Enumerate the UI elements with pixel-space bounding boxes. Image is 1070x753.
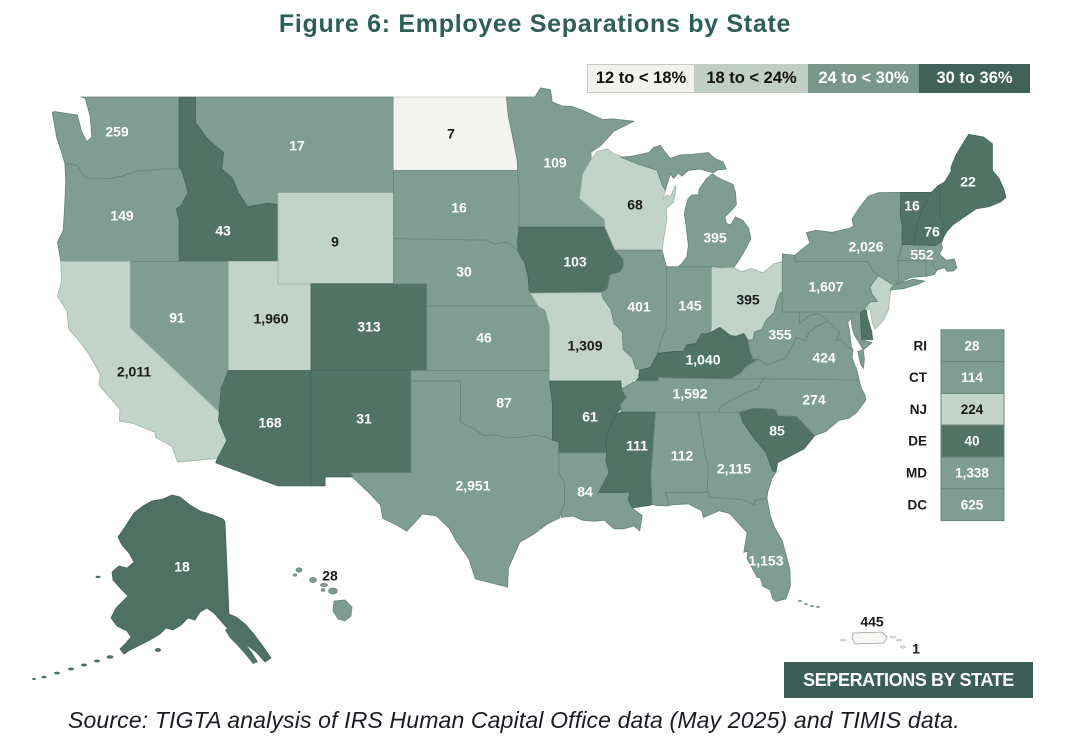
svg-text:112: 112 <box>671 448 694 464</box>
svg-text:76: 76 <box>924 224 940 240</box>
svg-text:395: 395 <box>736 292 760 308</box>
svg-text:9: 9 <box>331 234 339 250</box>
svg-text:1,153: 1,153 <box>748 553 783 569</box>
svg-text:2,115: 2,115 <box>717 461 751 477</box>
svg-text:1,607: 1,607 <box>808 279 843 295</box>
svg-text:114: 114 <box>961 370 983 385</box>
svg-text:46: 46 <box>476 330 492 346</box>
svg-text:145: 145 <box>678 298 702 314</box>
svg-text:424: 424 <box>812 350 836 366</box>
svg-text:85: 85 <box>769 423 785 439</box>
svg-text:16: 16 <box>904 198 920 214</box>
svg-text:401: 401 <box>627 299 651 315</box>
svg-text:1,309: 1,309 <box>567 338 602 354</box>
svg-text:1: 1 <box>912 641 920 657</box>
svg-text:355: 355 <box>768 327 792 343</box>
svg-text:43: 43 <box>215 223 231 239</box>
svg-text:109: 109 <box>543 155 567 171</box>
svg-text:445: 445 <box>860 614 884 630</box>
svg-text:MD: MD <box>906 466 927 481</box>
svg-text:40: 40 <box>964 434 979 449</box>
svg-text:552: 552 <box>910 247 934 263</box>
svg-text:28: 28 <box>964 338 980 353</box>
svg-text:103: 103 <box>563 254 587 270</box>
svg-text:2,026: 2,026 <box>848 239 883 255</box>
svg-text:91: 91 <box>169 310 185 326</box>
svg-text:7: 7 <box>447 126 455 142</box>
svg-text:31: 31 <box>356 411 372 427</box>
svg-text:2,951: 2,951 <box>455 478 490 494</box>
svg-text:149: 149 <box>110 208 134 224</box>
svg-text:1,040: 1,040 <box>685 352 720 368</box>
svg-text:168: 168 <box>258 415 282 431</box>
svg-text:NJ: NJ <box>910 402 927 417</box>
svg-text:224: 224 <box>961 402 984 417</box>
svg-text:87: 87 <box>496 395 512 411</box>
svg-text:259: 259 <box>105 124 129 140</box>
svg-text:84: 84 <box>577 484 593 500</box>
svg-text:22: 22 <box>960 174 976 190</box>
svg-text:313: 313 <box>357 319 381 335</box>
svg-text:274: 274 <box>802 392 826 408</box>
svg-text:1,592: 1,592 <box>672 386 707 402</box>
svg-text:17: 17 <box>289 138 305 154</box>
svg-text:CT: CT <box>909 370 928 385</box>
svg-text:1,338: 1,338 <box>955 466 989 481</box>
svg-text:16: 16 <box>451 200 467 216</box>
svg-text:625: 625 <box>961 497 984 512</box>
svg-text:28: 28 <box>322 568 338 584</box>
svg-text:DC: DC <box>908 497 928 512</box>
svg-text:395: 395 <box>703 230 727 246</box>
svg-text:111: 111 <box>626 438 648 454</box>
svg-text:18: 18 <box>174 559 190 575</box>
svg-text:61: 61 <box>582 409 598 425</box>
svg-text:1,960: 1,960 <box>253 311 288 327</box>
svg-text:30: 30 <box>456 264 472 280</box>
svg-text:2,011: 2,011 <box>117 364 151 380</box>
svg-text:68: 68 <box>627 197 643 213</box>
svg-text:DE: DE <box>908 434 927 449</box>
svg-text:RI: RI <box>914 338 928 353</box>
